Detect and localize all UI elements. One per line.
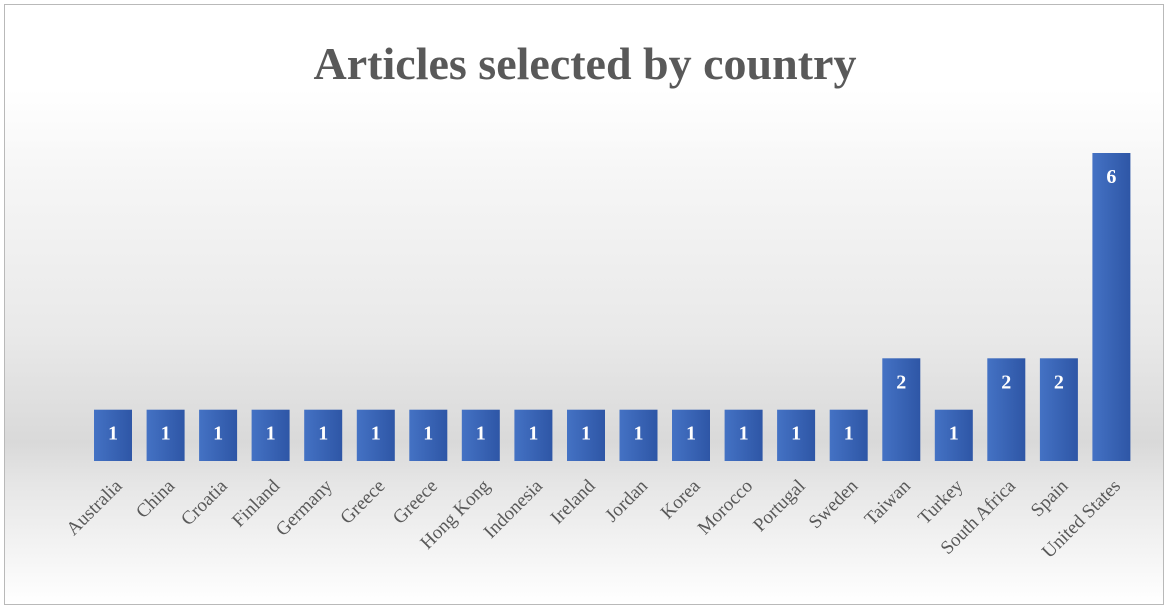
bar-value-label-15: 2: [896, 371, 906, 393]
bar-value-label-10: 1: [634, 423, 644, 445]
bar-value-label-17: 2: [1001, 371, 1011, 393]
bar-value-label-12: 1: [739, 423, 749, 445]
x-tick-label-12: Morocco: [694, 476, 757, 539]
x-tick-label-4: Germany: [272, 475, 337, 540]
x-tick-label-1: China: [132, 475, 179, 522]
bar-value-label-7: 1: [476, 423, 486, 445]
bar-7: [461, 409, 500, 461]
bar-18: [1039, 358, 1078, 461]
bars-layer: [94, 153, 1131, 461]
bar-13: [777, 409, 816, 461]
x-tick-label-10: Jordan: [601, 475, 652, 526]
x-tick-label-14: Sweden: [805, 475, 863, 533]
bar-value-label-16: 1: [949, 423, 959, 445]
x-tick-label-11: Korea: [657, 475, 705, 523]
x-tick-label-9: Ireland: [547, 475, 600, 528]
bar-19: [1092, 153, 1131, 461]
chart-title: Articles selected by country: [314, 38, 857, 89]
bar-value-label-14: 1: [844, 423, 854, 445]
bar-value-label-1: 1: [161, 423, 171, 445]
bar-value-label-4: 1: [318, 423, 328, 445]
bar-value-label-0: 1: [108, 423, 118, 445]
bar-12: [724, 409, 763, 461]
bar-value-label-6: 1: [423, 423, 433, 445]
bar-14: [829, 409, 868, 461]
bar-value-label-19: 6: [1106, 166, 1116, 188]
bar-1: [146, 409, 185, 461]
value-labels-layer: 1 1 1 1 1 1 1 1 1 1 1 1 1 1 1 2 1 2 2 6: [108, 166, 1116, 445]
bar-value-label-9: 1: [581, 423, 591, 445]
bar-11: [672, 409, 710, 461]
bar-5: [356, 409, 395, 461]
x-tick-label-8: Indonesia: [480, 475, 547, 542]
bar-15: [882, 358, 921, 461]
bar-17: [987, 358, 1026, 461]
bar-value-label-18: 2: [1054, 371, 1064, 393]
bar-value-label-8: 1: [528, 423, 538, 445]
bar-value-label-3: 1: [266, 423, 276, 445]
bar-4: [304, 409, 343, 461]
bar-value-label-11: 1: [686, 423, 696, 445]
x-tick-label-0: Australia: [62, 475, 126, 539]
bar-16: [934, 409, 973, 461]
bar-0: [94, 409, 132, 461]
x-tick-label-18: Spain: [1027, 475, 1073, 521]
bar-value-label-2: 1: [213, 423, 223, 445]
x-tick-label-13: Portugal: [749, 476, 809, 536]
x-tick-label-2: Croatia: [177, 475, 232, 530]
bar-value-label-5: 1: [371, 423, 381, 445]
bar-9: [567, 409, 605, 461]
bar-10: [619, 409, 658, 461]
x-tick-label-5: Greece: [336, 476, 389, 529]
bar-6: [409, 409, 448, 461]
bar-value-label-13: 1: [791, 423, 801, 445]
bar-2: [199, 409, 238, 461]
bar-3: [251, 409, 290, 461]
bar-8: [514, 409, 553, 461]
x-tick-label-15: Taiwan: [861, 475, 916, 530]
